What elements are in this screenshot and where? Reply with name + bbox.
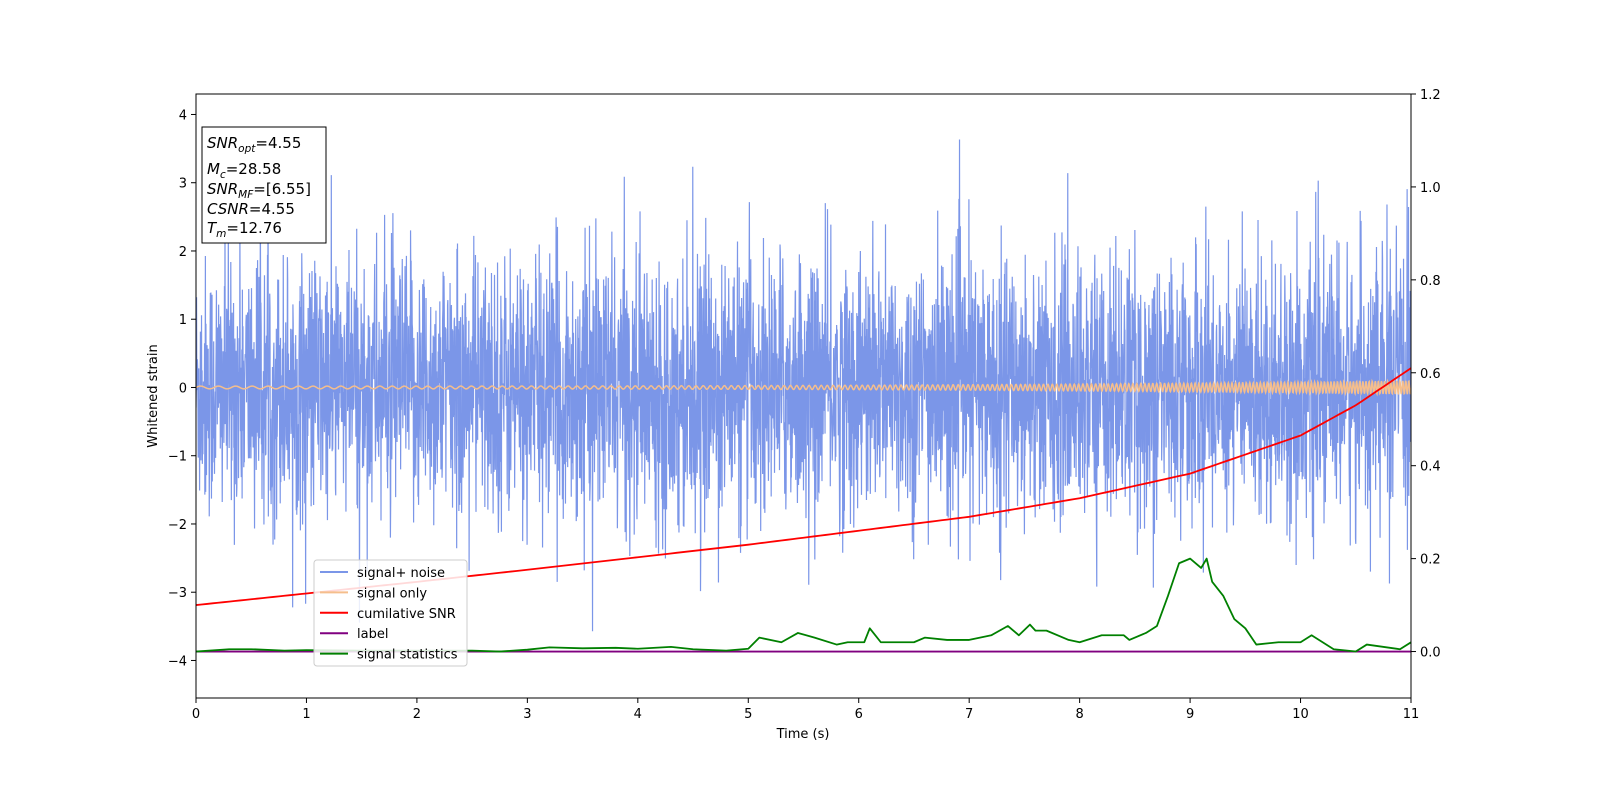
y-tick-label: 2 [179, 245, 187, 260]
y-tick-label: −3 [168, 586, 187, 601]
x-tick-label: 7 [965, 707, 973, 722]
series-signal-statistics [196, 557, 1411, 653]
x-tick-label: 6 [855, 707, 863, 722]
series-signal-only [196, 378, 1411, 397]
y2-tick-label: 0.4 [1420, 460, 1441, 475]
y-tick-label: 1 [179, 313, 187, 328]
annotation-line: CSNR=4.55 [207, 200, 295, 218]
annotation-lines: SNRopt=4.55 Mc=28.58SNRMF=[6.55]CSNR=4.55… [207, 134, 311, 240]
y-axis-left: −4 −3 −2 −1 0 1 2 3 4 [168, 108, 196, 669]
y2-tick-label: 0.6 [1420, 367, 1441, 382]
y-tick-label: −1 [168, 450, 187, 465]
x-tick-label: 3 [523, 707, 531, 722]
y-tick-label: 0 [179, 381, 187, 396]
annotation-line: SNRMF=[6.55] [207, 180, 311, 201]
y-tick-label: 4 [179, 108, 187, 123]
x-tick-label: 8 [1075, 707, 1083, 722]
x-tick-label: 4 [634, 707, 642, 722]
annotation-line: Tm=12.76 [207, 219, 282, 240]
y2-tick-label: 0.0 [1420, 646, 1441, 661]
y-tick-label: −2 [168, 518, 187, 533]
legend-label: signal statistics [357, 648, 458, 663]
legend-items: signal+ noise signal only cumilative SNR la… [320, 566, 458, 663]
signal-statistics-line [196, 557, 1411, 653]
stats-annotation-box: SNRopt=4.55 Mc=28.58SNRMF=[6.55]CSNR=4.55… [201, 126, 327, 244]
legend-frame [313, 559, 468, 667]
legend-label: signal only [357, 586, 427, 601]
x-tick-label: 9 [1186, 707, 1194, 722]
legend: signal+ noise signal only cumilative SNR la… [313, 559, 468, 667]
y2-tick-label: 1.2 [1420, 88, 1441, 103]
y-axis-label: Whitened strain [146, 344, 161, 447]
x-tick-label: 0 [192, 707, 200, 722]
y2-tick-label: 1.0 [1420, 181, 1441, 196]
signal-noise-line [196, 139, 1411, 632]
legend-label: signal+ noise [357, 566, 445, 581]
y-axis-right: 0.0 0.2 0.4 0.6 0.8 1.0 1.2 [1411, 88, 1441, 661]
y-tick-label: 3 [179, 177, 187, 192]
annotation-frame [201, 126, 327, 244]
x-tick-label: 10 [1292, 707, 1309, 722]
x-tick-label: 2 [413, 707, 421, 722]
annotation-line: Mc=28.58 [207, 160, 281, 181]
plot-frame [195, 93, 1412, 699]
y2-tick-label: 0.8 [1420, 274, 1441, 289]
x-axis-label: Time (s) [776, 727, 830, 742]
legend-label: label [357, 627, 388, 642]
x-axis: 0 1 2 3 4 5 6 7 8 9 10 11 [192, 698, 1419, 722]
signal-only-line [196, 378, 1411, 397]
series-signal-noise [196, 139, 1411, 632]
x-tick-label: 1 [302, 707, 310, 722]
legend-label: cumilative SNR [357, 607, 456, 622]
y2-tick-label: 0.2 [1420, 553, 1441, 568]
x-tick-label: 11 [1403, 707, 1420, 722]
y-tick-label: −4 [168, 654, 187, 669]
annotation-line: SNRopt=4.55 [207, 134, 301, 155]
x-tick-label: 5 [744, 707, 752, 722]
